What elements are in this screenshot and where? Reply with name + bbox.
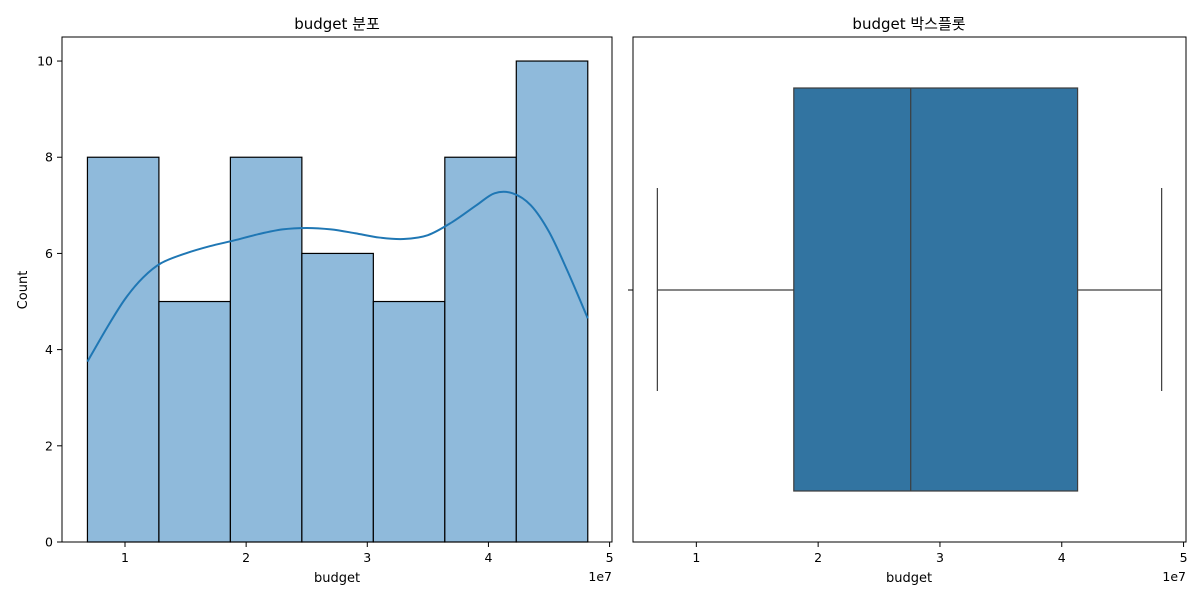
y-tick-label: 6 <box>45 246 53 261</box>
histogram-axes-frame <box>61 36 613 543</box>
y-tick-label: 2 <box>45 438 53 453</box>
histogram-bar <box>158 300 231 543</box>
x-tick-label: 1 <box>692 550 700 565</box>
y-tick-label: 10 <box>37 54 53 69</box>
boxplot-panel: budget 박스플롯 1 2 3 4 5 budget 1e7 <box>628 15 1188 586</box>
boxplot-x-ticks: 1 2 3 4 5 <box>692 542 1188 565</box>
x-tick-label: 3 <box>363 550 371 565</box>
x-tick-label: 5 <box>606 550 614 565</box>
x-tick-label: 4 <box>1058 550 1066 565</box>
x-tick-label: 2 <box>242 550 250 565</box>
histogram-bar <box>515 60 589 543</box>
histogram-bar <box>372 300 446 543</box>
histogram-bars <box>86 60 589 543</box>
histogram-bar <box>444 156 517 543</box>
y-tick-label: 8 <box>45 150 53 165</box>
histogram-y-label: Count <box>16 271 31 310</box>
histogram-panel: budget 분포 1 2 3 4 5 0 2 4 6 8 10 budget Count 1e7 <box>16 15 614 586</box>
box-iqr <box>793 87 1079 492</box>
histogram-x-label: budget <box>314 571 360 586</box>
histogram-x-ticks: 1 2 3 4 5 <box>121 542 614 565</box>
kde-curve <box>86 190 589 363</box>
histogram-bar <box>229 156 303 543</box>
boxplot-shapes <box>656 87 1163 492</box>
x-tick-label: 3 <box>936 550 944 565</box>
boxplot-title: budget 박스플롯 <box>852 15 965 33</box>
histogram-bar <box>86 156 160 543</box>
x-tick-label: 4 <box>484 550 492 565</box>
x-tick-label: 5 <box>1180 550 1188 565</box>
boxplot-x-offset-label: 1e7 <box>1162 569 1186 584</box>
y-tick-label: 0 <box>45 535 53 550</box>
histogram-bar <box>301 252 374 543</box>
histogram-title: budget 분포 <box>294 15 380 33</box>
boxplot-x-label: budget <box>886 571 932 586</box>
x-tick-label: 2 <box>814 550 822 565</box>
y-tick-label: 4 <box>45 342 53 357</box>
x-tick-label: 1 <box>121 550 129 565</box>
histogram-y-ticks: 0 2 4 6 8 10 <box>37 54 62 550</box>
histogram-x-offset-label: 1e7 <box>588 569 612 584</box>
boxplot-axes-frame <box>632 36 1187 543</box>
